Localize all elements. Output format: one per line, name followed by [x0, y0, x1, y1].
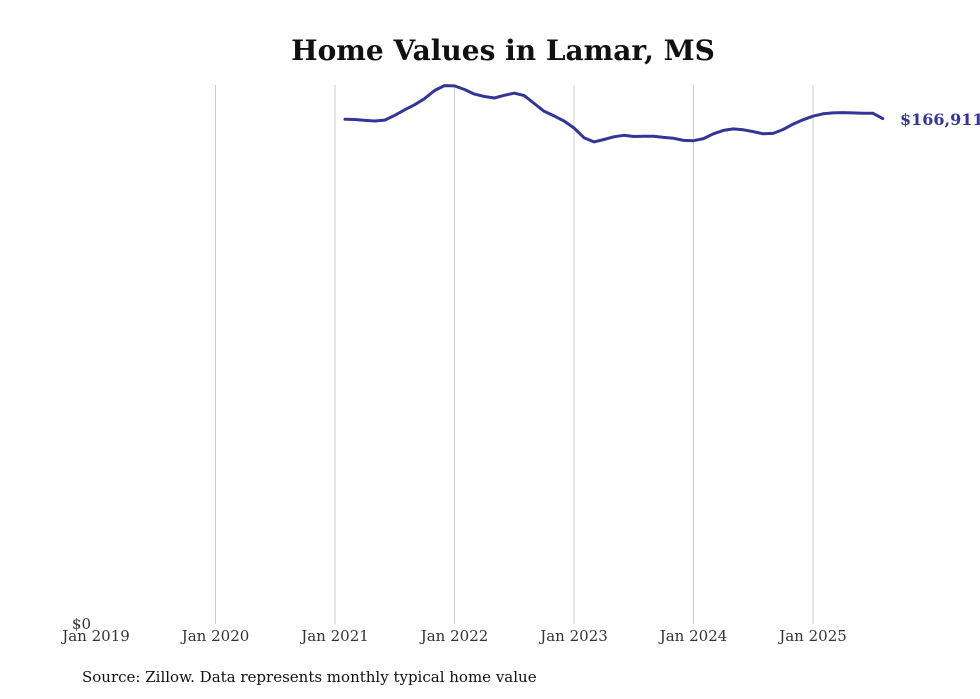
data-point: [622, 134, 625, 137]
data-point: [612, 135, 615, 138]
data-point: [851, 111, 854, 115]
series-line: [343, 84, 885, 144]
data-point: [722, 129, 725, 132]
data-point: [772, 132, 775, 135]
y-tick-label: $0: [72, 615, 91, 633]
data-point: [443, 84, 446, 87]
x-tick-label: Jan 2024: [658, 627, 728, 645]
data-point: [662, 136, 665, 139]
data-point: [413, 103, 416, 106]
data-point: [692, 139, 695, 142]
data-point: [343, 118, 347, 121]
data-point: [881, 117, 884, 120]
data-point: [403, 108, 406, 112]
data-point: [742, 128, 745, 131]
data-point: [503, 94, 506, 97]
y-axis-ticks: $0: [72, 615, 91, 633]
data-point: [363, 119, 367, 122]
data-point: [373, 119, 376, 123]
data-point: [732, 127, 735, 131]
data-point: [453, 84, 456, 88]
data-point: [831, 111, 835, 115]
x-tick-label: Jan 2019: [60, 627, 130, 645]
data-point: [513, 92, 516, 95]
data-point: [712, 132, 715, 135]
gridlines: [215, 85, 814, 624]
x-tick-label: Jan 2021: [299, 627, 369, 645]
data-point: [801, 118, 805, 122]
x-tick-label: Jan 2022: [419, 627, 489, 645]
data-point: [383, 118, 386, 122]
data-point: [483, 95, 486, 98]
data-point: [592, 140, 596, 144]
data-point: [493, 96, 496, 100]
data-point: [871, 112, 874, 115]
data-point: [552, 114, 556, 118]
data-point: [762, 132, 765, 135]
x-tick-label: Jan 2023: [538, 627, 608, 645]
data-point: [702, 137, 705, 140]
data-point: [562, 119, 566, 123]
data-point: [533, 102, 536, 105]
data-point: [463, 88, 466, 91]
series-group: [343, 84, 885, 144]
data-point: [433, 89, 436, 92]
data-point: [841, 111, 845, 114]
data-point: [672, 137, 675, 140]
source-note: Source: Zillow. Data represents monthly …: [82, 668, 537, 686]
data-point: [632, 135, 635, 138]
data-point: [781, 128, 785, 131]
data-point: [393, 114, 396, 117]
data-point: [353, 118, 357, 121]
data-point: [572, 126, 576, 130]
x-axis-ticks: Jan 2019 Jan 2020 Jan 2021 Jan 2022 Jan 2023…: [60, 627, 847, 645]
data-point: [791, 122, 795, 126]
x-tick-label: Jan 2025: [777, 627, 847, 645]
data-point: [821, 112, 825, 116]
data-point: [602, 138, 606, 141]
data-point: [811, 115, 815, 118]
data-point: [652, 135, 655, 138]
x-tick-label: Jan 2020: [180, 627, 250, 645]
data-point: [682, 139, 685, 142]
data-point: [642, 135, 645, 138]
data-point: [523, 94, 526, 97]
data-point: [542, 110, 546, 113]
end-value-label: $166,911: [900, 110, 980, 129]
data-point: [752, 130, 755, 133]
data-point: [861, 112, 864, 115]
data-point: [473, 92, 476, 96]
data-point: [582, 136, 586, 139]
chart-title: Home Values in Lamar, MS: [291, 34, 715, 67]
data-point: [423, 97, 426, 100]
